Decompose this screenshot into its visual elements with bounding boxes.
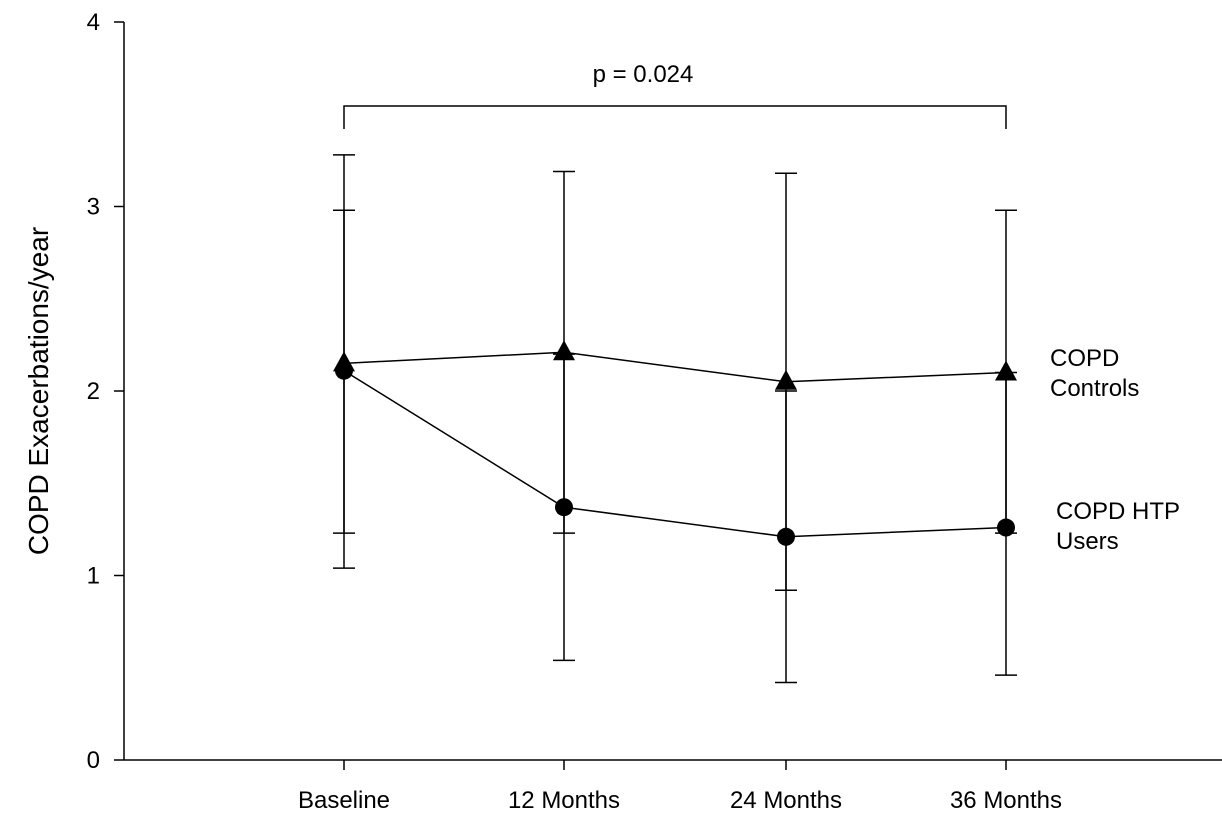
x-ticks: Baseline 12 Months 24 Months 36 Months (298, 760, 1062, 814)
y-ticks: 0 1 2 3 4 (87, 9, 124, 774)
y-tick-label-0: 0 (87, 747, 100, 774)
marker-circle-3 (997, 518, 1015, 537)
y-tick-label-2: 2 (87, 378, 100, 405)
series-label-1-line-0: COPD HTP (1056, 498, 1180, 525)
marker-circle-2 (777, 527, 795, 546)
x-tick-label-3: 36 Months (950, 787, 1062, 814)
marker-triangle-3 (995, 360, 1017, 381)
x-tick-label-1: 12 Months (508, 787, 620, 814)
marker-triangle-2 (775, 369, 797, 390)
significance-annotation: p = 0.024 (343, 61, 1007, 129)
y-tick-label-4: 4 (87, 9, 100, 36)
series-label-0-line-1: Controls (1050, 375, 1139, 402)
series-labels: COPD Controls COPD HTP Users (1050, 345, 1180, 555)
x-tick-label-0: Baseline (298, 787, 390, 814)
error-bars (333, 154, 1017, 684)
p-value-label: p = 0.024 (593, 61, 694, 88)
series-label-0: COPD Controls (1050, 345, 1139, 402)
y-tick-label-1: 1 (87, 563, 100, 590)
series-label-0-line-0: COPD (1050, 345, 1119, 372)
y-axis-title: COPD Exacerbations/year (23, 227, 54, 555)
series-label-1: COPD HTP Users (1056, 498, 1180, 555)
series-line-0 (343, 351, 1007, 383)
y-tick-label-3: 3 (87, 194, 100, 221)
marker-triangle-1 (553, 340, 575, 361)
series-line-1 (343, 370, 1007, 538)
series-label-1-line-1: Users (1056, 528, 1119, 555)
x-tick-label-2: 24 Months (730, 787, 842, 814)
series-lines (343, 351, 1007, 538)
markers (333, 340, 1017, 546)
marker-circle-0 (335, 361, 353, 380)
marker-circle-1 (555, 498, 573, 517)
significance-bracket (343, 105, 1007, 129)
